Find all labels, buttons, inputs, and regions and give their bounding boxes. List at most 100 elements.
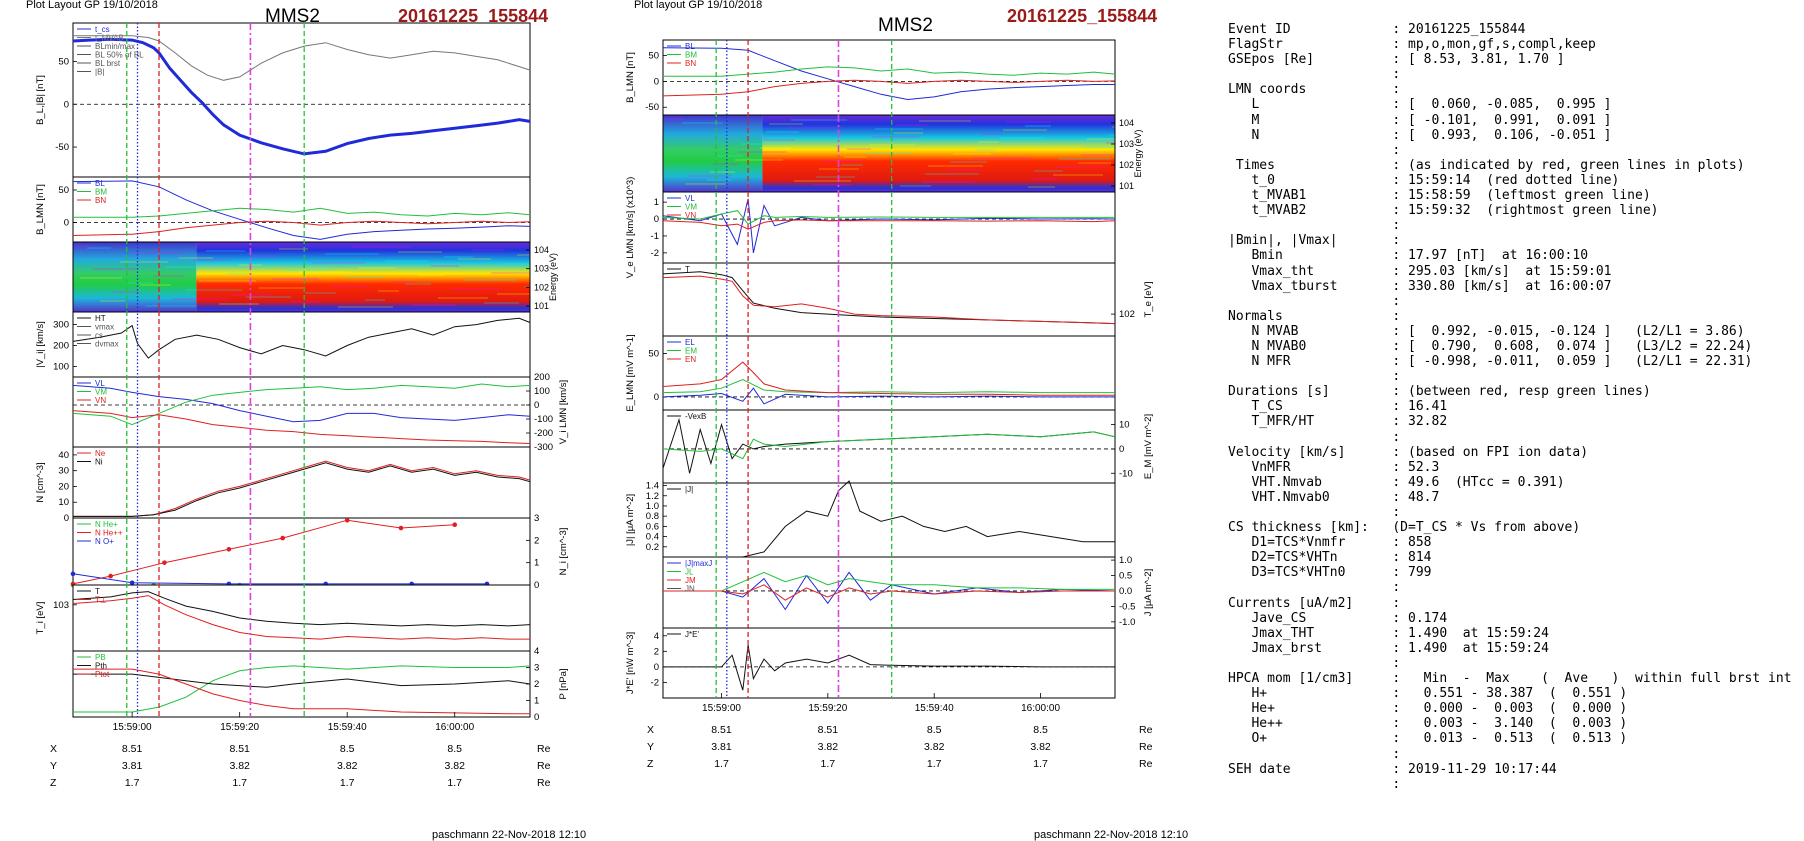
coord-value: 3.82: [1030, 741, 1051, 753]
left-subplot-V_magnitude: [72, 311, 531, 378]
right-subplot-E_LMN: [662, 335, 1116, 411]
series-line-b-l: [72, 180, 531, 240]
y-tick-label: 0.2: [646, 542, 659, 553]
subplot-frame: [72, 517, 531, 586]
coord-value: 8.51: [711, 724, 732, 736]
left-footer: paschmann 22-Nov-2018 12:10: [432, 829, 587, 841]
y-tick-label: 20: [58, 481, 69, 492]
legend-label: Ptot: [95, 670, 110, 679]
y-tick-label: 30: [58, 466, 69, 477]
right-subplot-e_energy_spec: [662, 114, 1116, 193]
left-subplot-V_LMN: [72, 376, 531, 448]
y-tick-label: 3: [534, 663, 539, 674]
series-line-e-n: [662, 361, 1115, 396]
y-axis-label: B_LMN [nT]: [35, 184, 46, 235]
info-line: :: [1228, 655, 1401, 671]
coord-value: 1.7: [340, 777, 355, 789]
legend-label: BN: [95, 196, 106, 205]
coord-value: 1.7: [232, 777, 247, 789]
legend-label: VN: [95, 396, 106, 405]
y-axis-label: |V_i| [km/s]: [35, 321, 46, 368]
subplot-frame: [662, 191, 1116, 264]
legend-label: |J|maxJ: [685, 559, 712, 568]
series-line-j-m: [663, 571, 1115, 592]
legend-label: vmax: [95, 323, 114, 332]
right-layout-label: Plot layout GP 19/10/2018: [634, 0, 763, 11]
coord-value: 1.7: [125, 777, 140, 789]
y-tick-label: 3: [534, 513, 539, 524]
info-line: Event ID : 20161225_155844: [1228, 22, 1526, 37]
coord-row-label: Z: [50, 777, 57, 789]
y-tick-label: -1: [651, 231, 659, 242]
legend-label: BM: [685, 51, 697, 60]
right-subplot-JdotE: [662, 627, 1116, 699]
info-line: :: [1228, 580, 1401, 596]
y-tick-label: 200: [534, 372, 550, 383]
series-line-e-m-green: [662, 431, 1116, 460]
x-tick-label: 16:00:00: [1021, 703, 1060, 714]
left-subplot-hpca_density: [70, 517, 531, 588]
y-axis-label: P [nPa]: [558, 669, 569, 700]
y-tick-label: 104: [1119, 118, 1134, 128]
y-tick-label: 104: [534, 245, 549, 255]
y-tick-label: 103: [534, 264, 549, 274]
data-point: [129, 580, 135, 586]
info-line: He++ : 0.003 - 3.140 ( 0.003 ): [1228, 716, 1628, 732]
left-subplot-B_LMN: [72, 176, 531, 243]
info-line: T_MFR/HT : 32.82: [1228, 414, 1448, 430]
series-line-t-perp: [72, 595, 530, 640]
y-tick-label: -2: [651, 677, 659, 688]
right-spacecraft-title: MMS2: [878, 15, 933, 36]
legend-label: JM: [685, 576, 696, 585]
series-line-e-l: [662, 387, 1115, 405]
y-tick-label: 1.2: [646, 491, 659, 502]
left-layout-label: Plot Layout GP 19/10/2018: [26, 0, 158, 11]
y-tick-label: 1: [534, 696, 539, 707]
subplot-frame: [72, 376, 531, 448]
y-tick-label: 10: [1119, 420, 1130, 431]
x-tick-label: 15:59:20: [220, 722, 259, 733]
y-axis-label: N [cm^-3]: [35, 462, 46, 502]
subplot-frame: [662, 409, 1116, 484]
plot-canvas: 500-50B_L,|B| [nT]t_cst_MVABBLmin/maxBL …: [35, 22, 1154, 789]
y-axis-label: T_e [eV]: [1143, 282, 1154, 318]
info-line: :: [1228, 429, 1401, 445]
info-line: :: [1228, 369, 1401, 385]
coord-value: 3.82: [818, 741, 839, 753]
legend-label: cs: [95, 331, 103, 340]
series-line-e-m: [662, 378, 1115, 394]
series-line-v-n: [662, 219, 1116, 230]
series-line-b-n: [72, 220, 531, 236]
info-line: |Bmin|, |Vmax| :: [1228, 233, 1401, 249]
coord-value: 1.7: [447, 777, 462, 789]
y-tick-label: -200: [534, 428, 553, 439]
legend-label: BL: [95, 179, 105, 188]
y-tick-label: 2: [534, 679, 539, 690]
legend-label: VL: [685, 194, 695, 203]
y-tick-label: -300: [534, 442, 553, 453]
coord-value: 8.51: [229, 743, 250, 755]
legend-label: t_MVAB: [95, 34, 124, 43]
y-tick-label: 103: [1119, 139, 1134, 149]
left-subplot-energy_spec: [72, 241, 531, 313]
left-subplot-B_total: [72, 22, 531, 178]
info-line: N MVAB0 : [ 0.790, 0.608, 0.074 ] (L3/L2…: [1228, 338, 1753, 354]
legend-label: VL: [95, 379, 105, 388]
event-info-panel: Event ID : 20161225_155844 FlagStr : mp,…: [1228, 22, 1792, 792]
series-line-t-par: [72, 591, 531, 627]
info-line: T_CS : 16.41: [1228, 399, 1448, 415]
info-line: Durations [s] : (between red, resp green…: [1228, 384, 1651, 400]
data-point: [398, 525, 404, 531]
data-point: [344, 517, 350, 523]
coord-value: 1.7: [821, 758, 836, 770]
y-axis-label: E_M [mV m^-2]: [1143, 414, 1154, 479]
y-tick-label: 0.8: [646, 511, 659, 522]
y-axis-label: T_i [eV]: [35, 602, 46, 635]
info-line: :: [1228, 746, 1401, 762]
info-line: VHT.Nmvab : 49.6 (HTcc = 0.391): [1228, 474, 1565, 490]
y-axis-label: |J| [μA m^-2]: [625, 494, 636, 546]
series-line-b-m: [73, 207, 531, 218]
y-tick-label: 0: [534, 580, 539, 591]
y-tick-label: 4: [654, 631, 659, 642]
series-line--j-: [663, 480, 1115, 558]
